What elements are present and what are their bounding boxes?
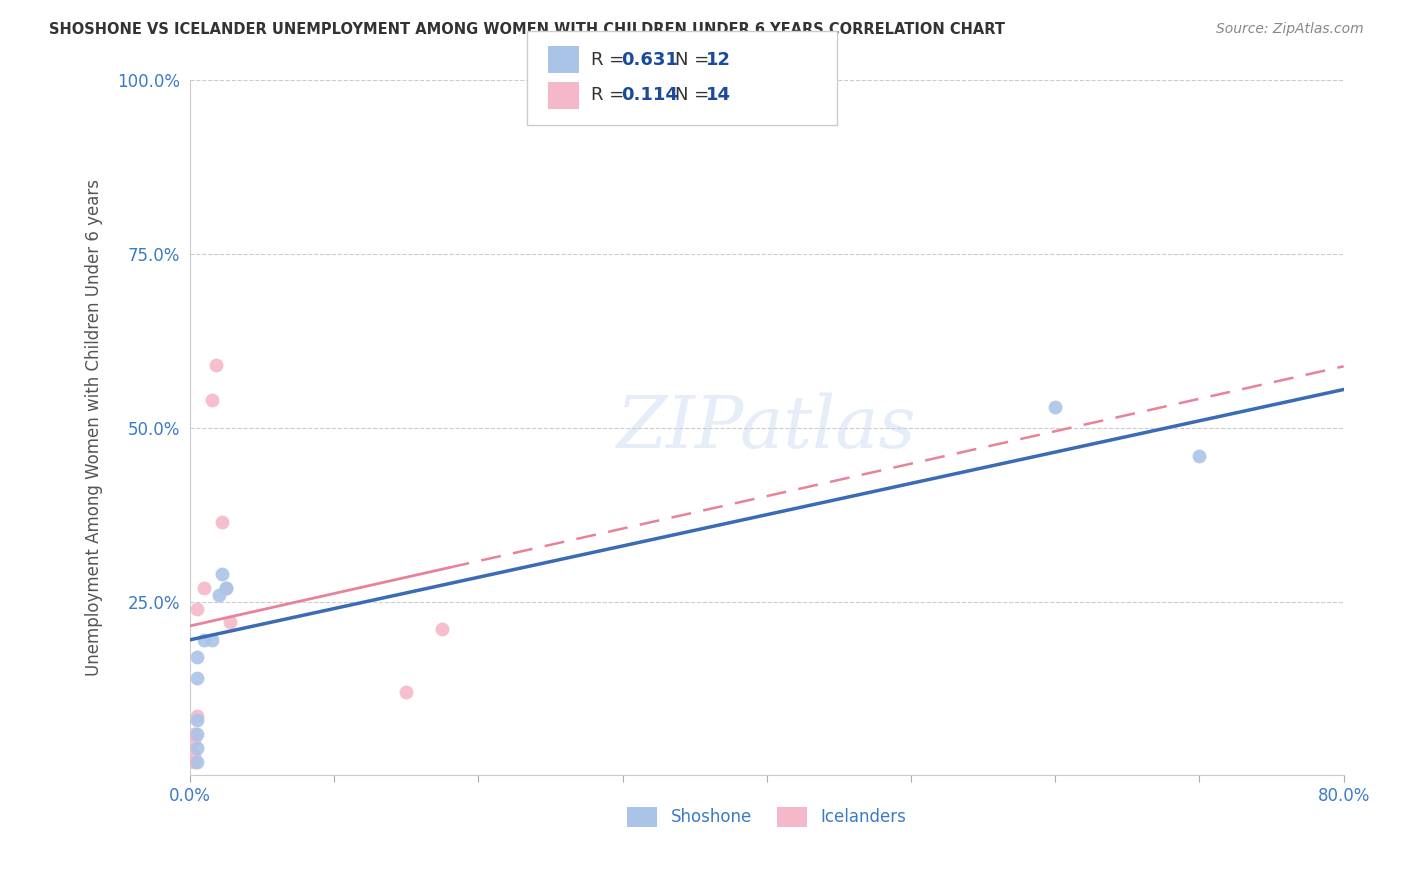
Legend: Shoshone, Icelanders: Shoshone, Icelanders (621, 801, 912, 833)
Point (186, 709, 208, 723)
Point (183, 755, 205, 769)
Point (183, 733, 205, 747)
Text: Source: ZipAtlas.com: Source: ZipAtlas.com (1216, 22, 1364, 37)
Text: 12: 12 (706, 51, 731, 69)
Point (200, 392, 222, 407)
Point (211, 566, 233, 581)
Point (193, 581, 215, 595)
Text: R =: R = (591, 87, 630, 104)
Point (219, 615, 242, 630)
Point (186, 740, 208, 755)
Point (395, 685, 418, 699)
Point (205, 358, 228, 372)
Point (183, 747, 205, 762)
Point (432, 623, 454, 637)
Point (215, 581, 238, 595)
Text: 0.631: 0.631 (621, 51, 678, 69)
Point (186, 601, 208, 615)
Text: N =: N = (675, 51, 714, 69)
Point (215, 581, 238, 595)
Point (1045, 400, 1067, 414)
Point (186, 650, 208, 665)
Point (183, 727, 205, 741)
Text: R =: R = (591, 51, 630, 69)
Point (208, 588, 231, 602)
Point (200, 632, 222, 647)
Text: ZIPatlas: ZIPatlas (617, 392, 917, 463)
Text: 0.114: 0.114 (621, 87, 678, 104)
Point (1188, 449, 1211, 463)
Text: N =: N = (675, 87, 714, 104)
Y-axis label: Unemployment Among Women with Children Under 6 years: Unemployment Among Women with Children U… (86, 179, 103, 676)
Point (186, 713, 208, 727)
Point (186, 671, 208, 685)
Point (186, 727, 208, 741)
Point (211, 515, 233, 529)
Text: 14: 14 (706, 87, 731, 104)
Text: SHOSHONE VS ICELANDER UNEMPLOYMENT AMONG WOMEN WITH CHILDREN UNDER 6 YEARS CORRE: SHOSHONE VS ICELANDER UNEMPLOYMENT AMONG… (49, 22, 1005, 37)
Point (193, 632, 215, 647)
Point (186, 755, 208, 769)
